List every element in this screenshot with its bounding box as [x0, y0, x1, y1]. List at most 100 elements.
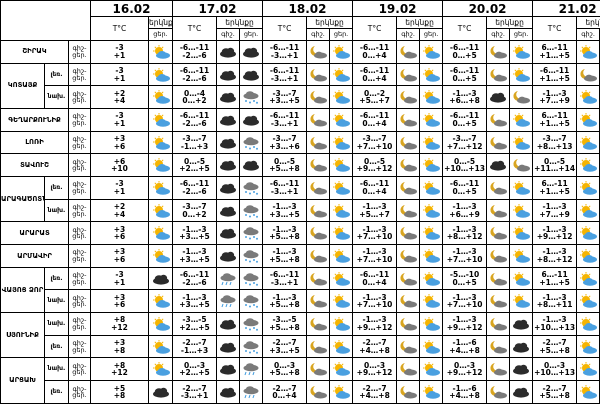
day-temp: +10…+13	[534, 322, 576, 332]
period-label: գիշ-ցեր.	[67, 221, 92, 246]
night-temp: -2…-7	[272, 338, 297, 348]
temperature-range: +8 +12	[90, 357, 150, 382]
sky-cell-day	[239, 108, 264, 132]
sky-cell-night	[306, 289, 331, 314]
temperature-range: 0…-5 +9…+12	[352, 153, 398, 178]
subregion-label: լեռ.	[44, 176, 69, 200]
day-temp: 0…+2	[182, 96, 207, 106]
temperature-range: +8 +12	[90, 312, 150, 336]
sky-cell-day	[419, 62, 444, 87]
night-temp: +6	[113, 156, 126, 166]
day-temp: -3…+1	[270, 277, 299, 287]
sun-behind-cloud-icon	[423, 180, 441, 195]
temperature-range: -2…-7 0…+4	[262, 380, 308, 404]
sky-cell-day	[329, 380, 354, 404]
dark-cloud-icon	[513, 387, 530, 398]
sky-cell-day	[419, 380, 444, 404]
dark-cloud-icon	[152, 387, 169, 398]
sky-cell-night	[486, 85, 511, 110]
temperature-range: -1…-3 +5…+7	[352, 198, 398, 223]
night-temp: +3	[113, 224, 126, 234]
night-temp: -2…-7	[362, 338, 387, 348]
night-temp: -6…-11	[359, 111, 390, 121]
night-temp: -1…-3	[452, 88, 477, 98]
temperature-range: -6…-11 -2…-6	[172, 176, 218, 200]
day-temp: +4	[113, 96, 126, 106]
sun-behind-cloud-icon	[423, 158, 441, 172]
day-temp: +5…+8	[269, 164, 300, 174]
night-temp: 6…-11	[541, 111, 568, 121]
region-name: ԱՐԱՐԱՏ	[0, 221, 69, 246]
sky-cell-night	[216, 380, 241, 404]
sky-cell-night	[396, 289, 421, 314]
temperature-range: -1…-3 +7…+10	[352, 289, 398, 314]
dark-cloud-icon	[220, 319, 237, 330]
temperature-range: 0…-3 +9…+12	[352, 357, 398, 382]
sky-cell-day	[239, 334, 264, 359]
day-temp: +1…+5	[539, 186, 570, 196]
temperature-range: -1…-3 +8…+12	[532, 244, 578, 268]
sun-behind-cloud-icon	[513, 180, 531, 195]
day-temp: +9…+12	[356, 164, 393, 174]
temperature-range: -1…-3 +5…+8	[262, 244, 308, 268]
sky-cell-night	[576, 108, 600, 132]
sky-cell-day	[509, 266, 534, 291]
night-temp: 0…-5	[454, 156, 476, 166]
moon-behind-cloud-icon	[400, 68, 418, 82]
temperature-range: -3…-7 +7…+12	[442, 130, 488, 155]
day-temp: +3…+5	[179, 300, 210, 310]
dark-cloud-icon	[220, 115, 237, 126]
temperature-range: -1…-3 +3…+5	[172, 244, 218, 268]
temperature-range: -6…-11 -3…+1	[262, 266, 308, 291]
sky-cell-day	[329, 108, 354, 132]
night-temp: -6…-11	[359, 270, 390, 280]
date-header: 19.02	[352, 0, 444, 17]
day-temp: +8…+13	[536, 141, 573, 151]
temperature-range: -6…-11 0…+4	[352, 108, 398, 132]
subregion-label: նախ.	[44, 289, 69, 314]
day-temp: +10…+13	[444, 164, 486, 174]
night-temp: -2…-7	[362, 383, 387, 393]
night-temp: -1…-3	[182, 292, 207, 302]
moon-behind-cloud-icon	[310, 227, 328, 240]
sky-header: երկնքը	[396, 15, 444, 30]
snow-cloud-icon	[243, 295, 259, 309]
day-temp: 0…+4	[362, 73, 387, 83]
moon-behind-cloud-icon	[310, 204, 328, 218]
sun-behind-cloud-icon	[580, 158, 598, 172]
night-temp: 0…-2	[364, 88, 386, 98]
sun-behind-cloud-icon	[333, 248, 351, 263]
sky-cell-day	[509, 380, 534, 404]
temperature-range: -2…-7 +3…+5	[262, 334, 308, 359]
period-label: գիշ-ցեր.	[67, 108, 92, 132]
sky-cell-night	[576, 85, 600, 110]
moon-behind-cloud-icon	[310, 386, 328, 399]
night-header: գիշ.	[216, 28, 241, 42]
day-temp: +5…+8	[539, 391, 570, 401]
temperature-range: -6…-11 -2…-6	[172, 108, 218, 132]
sun-behind-cloud-icon	[423, 385, 441, 399]
moon-behind-cloud-icon	[310, 295, 328, 308]
dark-cloud-icon	[220, 138, 237, 149]
sky-cell-night	[216, 108, 241, 132]
temperature-range: -5…-10 0…+5	[442, 266, 488, 291]
day-temp: -1…+3	[180, 345, 209, 355]
night-temp: -3	[115, 111, 124, 121]
night-temp: -1…-3	[452, 292, 477, 302]
temperature-range: -6…-11 -2…-6	[172, 266, 218, 291]
night-temp: -3…-7	[542, 134, 567, 144]
day-temp: -2…-6	[182, 118, 207, 128]
night-temp: -1…-3	[452, 247, 477, 257]
period-label: գիշ-ցեր.	[67, 85, 92, 110]
sky-cell-night	[396, 130, 421, 155]
sky-cell-night	[396, 62, 421, 87]
night-temp: -2…-7	[272, 383, 297, 393]
temperature-range: -2…-7 +4…+8	[352, 334, 398, 359]
night-temp: -1…-3	[362, 247, 387, 257]
night-temp: -3	[115, 179, 124, 189]
night-temp: -3…-7	[272, 88, 297, 98]
temperature-range: -6…-11 +1…+5	[532, 62, 578, 87]
night-temp: -1…-3	[452, 202, 477, 212]
moon-behind-cloud-icon	[490, 340, 508, 354]
night-temp: 0…-3	[183, 360, 206, 370]
